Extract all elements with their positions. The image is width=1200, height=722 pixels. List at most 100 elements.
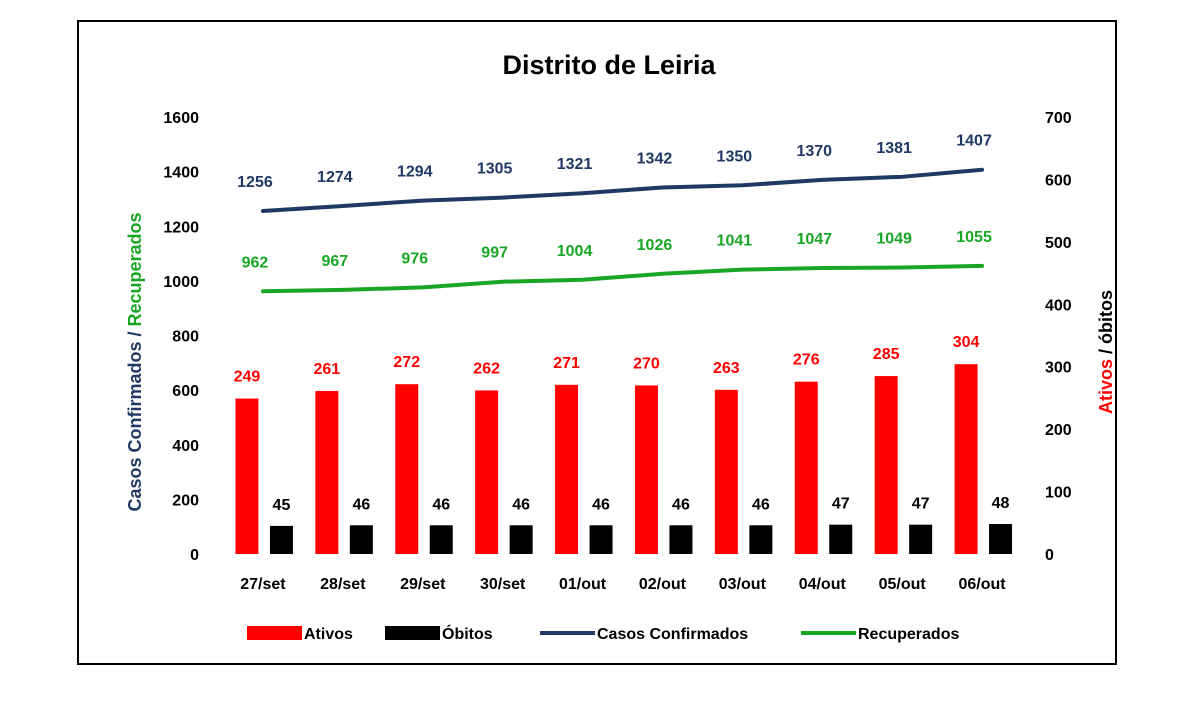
x-tick-label: 03/out: [719, 576, 767, 593]
bar-obitos: [669, 525, 693, 554]
right-tick-label: 600: [1045, 172, 1072, 189]
data-labels: 249 261 272 262 271 270 263 276 285 304 45 46 46 46 46…: [234, 133, 1010, 514]
left-tick-label: 0: [190, 547, 199, 564]
data-label-casos-confirmados: 1305: [477, 161, 513, 178]
bar-obitos: [749, 525, 773, 554]
data-label-ativos: 263: [713, 360, 740, 377]
bar-ativos: [475, 390, 499, 554]
left-tick-label: 800: [172, 329, 199, 346]
bar-obitos: [989, 524, 1013, 554]
data-label-recuperados: 1047: [796, 231, 832, 248]
data-label-ativos: 276: [793, 352, 820, 369]
legend-label-recuperados: Recuperados: [858, 626, 959, 643]
data-label-recuperados: 1004: [557, 243, 593, 260]
bar-obitos: [909, 524, 933, 554]
data-label-recuperados: 1049: [876, 230, 912, 247]
right-tick-label: 100: [1045, 485, 1072, 502]
left-axis-ticks: 0 200 400 600 800 1000 1200 1400 1600: [163, 110, 199, 564]
bar-ativos: [555, 384, 579, 554]
bar-ativos: [235, 398, 259, 554]
bar-obitos: [349, 525, 373, 554]
data-label-ativos: 270: [633, 355, 660, 372]
data-label-obitos: 48: [992, 495, 1010, 512]
data-label-casos-confirmados: 1370: [796, 143, 832, 160]
data-label-obitos: 46: [432, 496, 450, 513]
data-label-recuperados: 997: [481, 245, 508, 262]
right-tick-label: 400: [1045, 297, 1072, 314]
chart-frame: Distrito de Leiria 0 200 400 600 800 1000 1200…: [77, 20, 1117, 665]
data-label-obitos: 46: [592, 496, 610, 513]
axis-title-part: Casos Confirmados: [125, 342, 145, 512]
data-label-ativos: 261: [313, 361, 340, 378]
axis-title-part: Ativos: [1096, 359, 1115, 414]
bar-obitos: [269, 525, 293, 554]
chart-title: Distrito de Leiria: [502, 50, 716, 80]
bar-obitos: [509, 525, 533, 554]
data-label-casos-confirmados: 1294: [397, 164, 433, 181]
x-axis-ticks: 27/set 28/set 29/set 30/set 01/out 02/out 03/o…: [240, 576, 1006, 593]
data-label-obitos: 47: [912, 496, 930, 513]
left-tick-label: 1000: [163, 274, 199, 291]
bar-ativos: [714, 389, 738, 554]
x-tick-label: 27/set: [240, 576, 286, 593]
right-axis-ticks: 0 100 200 300 400 500 600 700: [1045, 110, 1072, 564]
line-recuperados: [260, 263, 985, 294]
data-label-obitos: 46: [752, 496, 770, 513]
x-tick-label: 05/out: [879, 576, 927, 593]
bar-ativos: [794, 381, 818, 554]
legend-label-óbitos: Óbitos: [442, 624, 493, 643]
data-label-casos-confirmados: 1381: [876, 140, 912, 157]
x-tick-label: 02/out: [639, 576, 687, 593]
x-tick-label: 01/out: [559, 576, 607, 593]
data-label-casos-confirmados: 1321: [557, 156, 593, 173]
x-tick-label: 29/set: [400, 576, 446, 593]
data-label-recuperados: 967: [321, 253, 348, 270]
x-tick-label: 28/set: [320, 576, 366, 593]
left-tick-label: 200: [172, 492, 199, 509]
x-tick-label: 06/out: [958, 576, 1006, 593]
data-label-obitos: 47: [832, 496, 850, 513]
data-label-ativos: 304: [953, 334, 980, 351]
axis-title-part: Recuperados: [125, 212, 145, 326]
bar-obitos: [589, 525, 613, 554]
line-series: [260, 167, 985, 294]
bar-ativos: [395, 384, 419, 554]
data-label-recuperados: 976: [401, 250, 428, 267]
data-label-ativos: 271: [553, 355, 580, 372]
data-label-ativos: 272: [393, 354, 420, 371]
bar-ativos: [315, 391, 339, 554]
axis-title-part: / óbitos: [1096, 290, 1115, 359]
left-axis-title: Casos Confirmados / Recuperados: [125, 212, 145, 511]
bar-ativos: [634, 385, 658, 554]
data-label-recuperados: 1026: [637, 237, 673, 254]
legend-label-ativos: Ativos: [304, 626, 353, 643]
x-tick-label: 30/set: [480, 576, 526, 593]
right-axis-title: Ativos / óbitos: [1096, 290, 1115, 414]
left-tick-label: 1200: [163, 219, 199, 236]
line-casos-confirmados: [260, 167, 985, 213]
left-tick-label: 600: [172, 383, 199, 400]
data-label-casos-confirmados: 1274: [317, 169, 353, 186]
data-label-recuperados: 1041: [717, 233, 753, 250]
right-tick-label: 500: [1045, 235, 1072, 252]
data-label-ativos: 285: [873, 346, 900, 363]
legend-label-casos-confirmados: Casos Confirmados: [597, 626, 748, 643]
data-label-casos-confirmados: 1342: [637, 150, 673, 167]
legend: Ativos Óbitos Casos Confirmados Recuperados: [247, 624, 959, 643]
left-tick-label: 1400: [163, 165, 199, 182]
legend-swatch-ativos: [247, 626, 302, 640]
data-label-obitos: 46: [672, 496, 690, 513]
data-label-ativos: 249: [234, 369, 261, 386]
data-label-recuperados: 962: [242, 254, 269, 271]
data-label-obitos: 46: [512, 496, 530, 513]
left-tick-label: 400: [172, 438, 199, 455]
left-tick-label: 1600: [163, 110, 199, 127]
bar-series: [235, 364, 1013, 554]
chart-svg: Distrito de Leiria 0 200 400 600 800 1000 1200…: [125, 50, 1115, 643]
data-label-ativos: 262: [473, 360, 500, 377]
axis-title-part: /: [125, 326, 145, 341]
right-tick-label: 300: [1045, 360, 1072, 377]
data-label-casos-confirmados: 1350: [717, 148, 753, 165]
bar-ativos: [874, 376, 898, 554]
right-tick-label: 200: [1045, 422, 1072, 439]
